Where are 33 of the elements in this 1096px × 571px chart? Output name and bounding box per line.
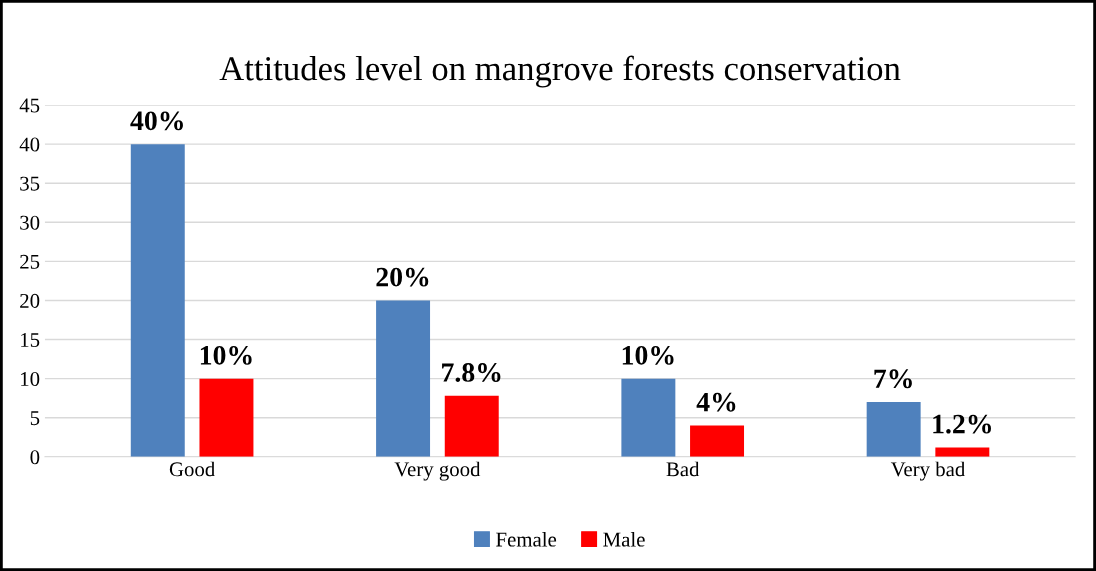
x-tick-label: Bad <box>666 461 700 477</box>
bar <box>866 402 921 457</box>
y-tick-label: 0 <box>30 450 40 465</box>
data-label: 10% <box>200 345 252 365</box>
data-label: 7.8% <box>442 363 501 382</box>
data-label: 40% <box>130 111 183 131</box>
x-tick-label: Very good <box>394 461 481 481</box>
legend-label: Female <box>496 531 557 547</box>
y-tick-label: 5 <box>30 411 40 426</box>
y-tick-label: 45 <box>19 98 40 113</box>
chart-title: Attitudes level on mangrove forests conservation <box>219 55 901 88</box>
y-tick-label: 40 <box>19 137 40 152</box>
y-tick-label: 35 <box>20 176 40 191</box>
legend-label: Male <box>603 531 645 547</box>
data-label: 10% <box>622 345 674 365</box>
data-label: 7% <box>874 369 912 389</box>
y-tick-label: 30 <box>20 215 40 230</box>
bar <box>130 144 185 457</box>
data-label: 1.2% <box>933 414 991 434</box>
bar <box>444 395 499 457</box>
y-tick-label: 10 <box>21 372 40 387</box>
y-tick-label: 20 <box>20 293 40 308</box>
bar <box>199 378 254 457</box>
y-tick-label: 25 <box>20 254 40 269</box>
bar <box>935 447 990 457</box>
bar <box>621 378 676 457</box>
data-label: 20% <box>376 267 429 287</box>
x-tick-label: Very bad <box>890 461 966 481</box>
bar <box>690 425 745 457</box>
data-label: 4% <box>696 392 736 412</box>
y-tick-label: 15 <box>21 333 40 347</box>
x-tick-label: Good <box>169 461 216 477</box>
bar <box>376 300 431 457</box>
